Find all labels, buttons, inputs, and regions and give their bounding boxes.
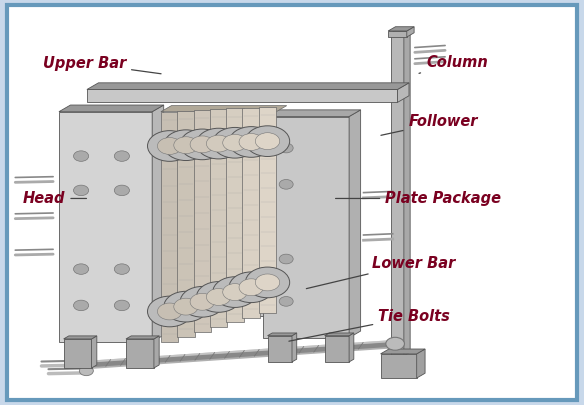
Circle shape [279,254,293,264]
Polygon shape [87,83,409,90]
Circle shape [74,185,89,196]
Circle shape [239,279,263,296]
Polygon shape [398,83,409,102]
Bar [64,339,92,368]
Polygon shape [323,301,332,316]
Polygon shape [349,333,354,362]
Bar [388,31,407,37]
Polygon shape [154,336,159,368]
Circle shape [74,300,89,311]
Bar [87,90,398,102]
Bar [161,112,178,342]
Text: Tie Bolts: Tie Bolts [289,309,450,341]
Text: Plate Package: Plate Package [336,191,501,206]
Circle shape [255,274,280,291]
Polygon shape [59,105,164,112]
Bar [259,107,276,313]
Circle shape [148,296,192,327]
Bar [59,112,152,342]
Text: Head: Head [23,191,86,206]
Circle shape [279,143,293,153]
Polygon shape [267,333,297,336]
Circle shape [213,128,257,158]
Bar [210,109,227,327]
Circle shape [74,151,89,161]
Circle shape [196,128,241,159]
Circle shape [180,286,224,317]
Circle shape [206,135,231,152]
Circle shape [239,134,263,150]
Circle shape [255,133,280,149]
Polygon shape [263,110,361,117]
Polygon shape [391,29,410,33]
Polygon shape [407,27,414,37]
Polygon shape [126,336,159,339]
Circle shape [164,130,208,160]
Bar [381,354,416,378]
Bar [242,108,260,318]
Circle shape [190,136,214,153]
Text: Follower: Follower [381,114,478,135]
Circle shape [245,126,290,156]
Bar [226,109,244,322]
Polygon shape [381,349,425,354]
Circle shape [114,264,130,274]
Circle shape [223,284,247,301]
Circle shape [114,300,130,311]
FancyBboxPatch shape [6,5,578,400]
Text: Column: Column [419,55,488,73]
Bar [325,336,349,362]
Circle shape [229,127,273,157]
Polygon shape [152,105,164,342]
Circle shape [72,358,86,368]
Polygon shape [349,110,361,338]
Polygon shape [110,301,332,306]
Circle shape [158,303,182,320]
Circle shape [190,293,214,310]
Text: Lower Bar: Lower Bar [307,256,456,289]
Bar [126,339,154,368]
Polygon shape [325,333,354,336]
Circle shape [223,134,247,151]
Bar [193,110,211,332]
Bar [267,336,292,362]
Polygon shape [161,106,287,112]
Circle shape [148,131,192,161]
Circle shape [74,264,89,274]
Circle shape [229,272,273,303]
Circle shape [245,267,290,298]
Circle shape [196,281,241,312]
Bar [110,306,323,316]
Bar [177,111,194,337]
Circle shape [174,298,198,315]
Circle shape [386,337,405,350]
Circle shape [279,179,293,189]
Circle shape [79,366,93,376]
Text: Upper Bar: Upper Bar [43,56,161,74]
Bar [263,117,349,338]
Circle shape [164,291,208,322]
Polygon shape [292,333,297,362]
Circle shape [158,138,182,154]
Circle shape [114,151,130,161]
Polygon shape [92,336,97,368]
Polygon shape [64,336,97,339]
Polygon shape [388,27,414,31]
Bar [391,33,404,356]
Polygon shape [404,29,410,356]
Circle shape [174,137,198,153]
Circle shape [213,277,257,307]
Circle shape [180,129,224,160]
Circle shape [114,185,130,196]
Circle shape [279,296,293,306]
Circle shape [206,288,231,305]
Polygon shape [416,349,425,378]
